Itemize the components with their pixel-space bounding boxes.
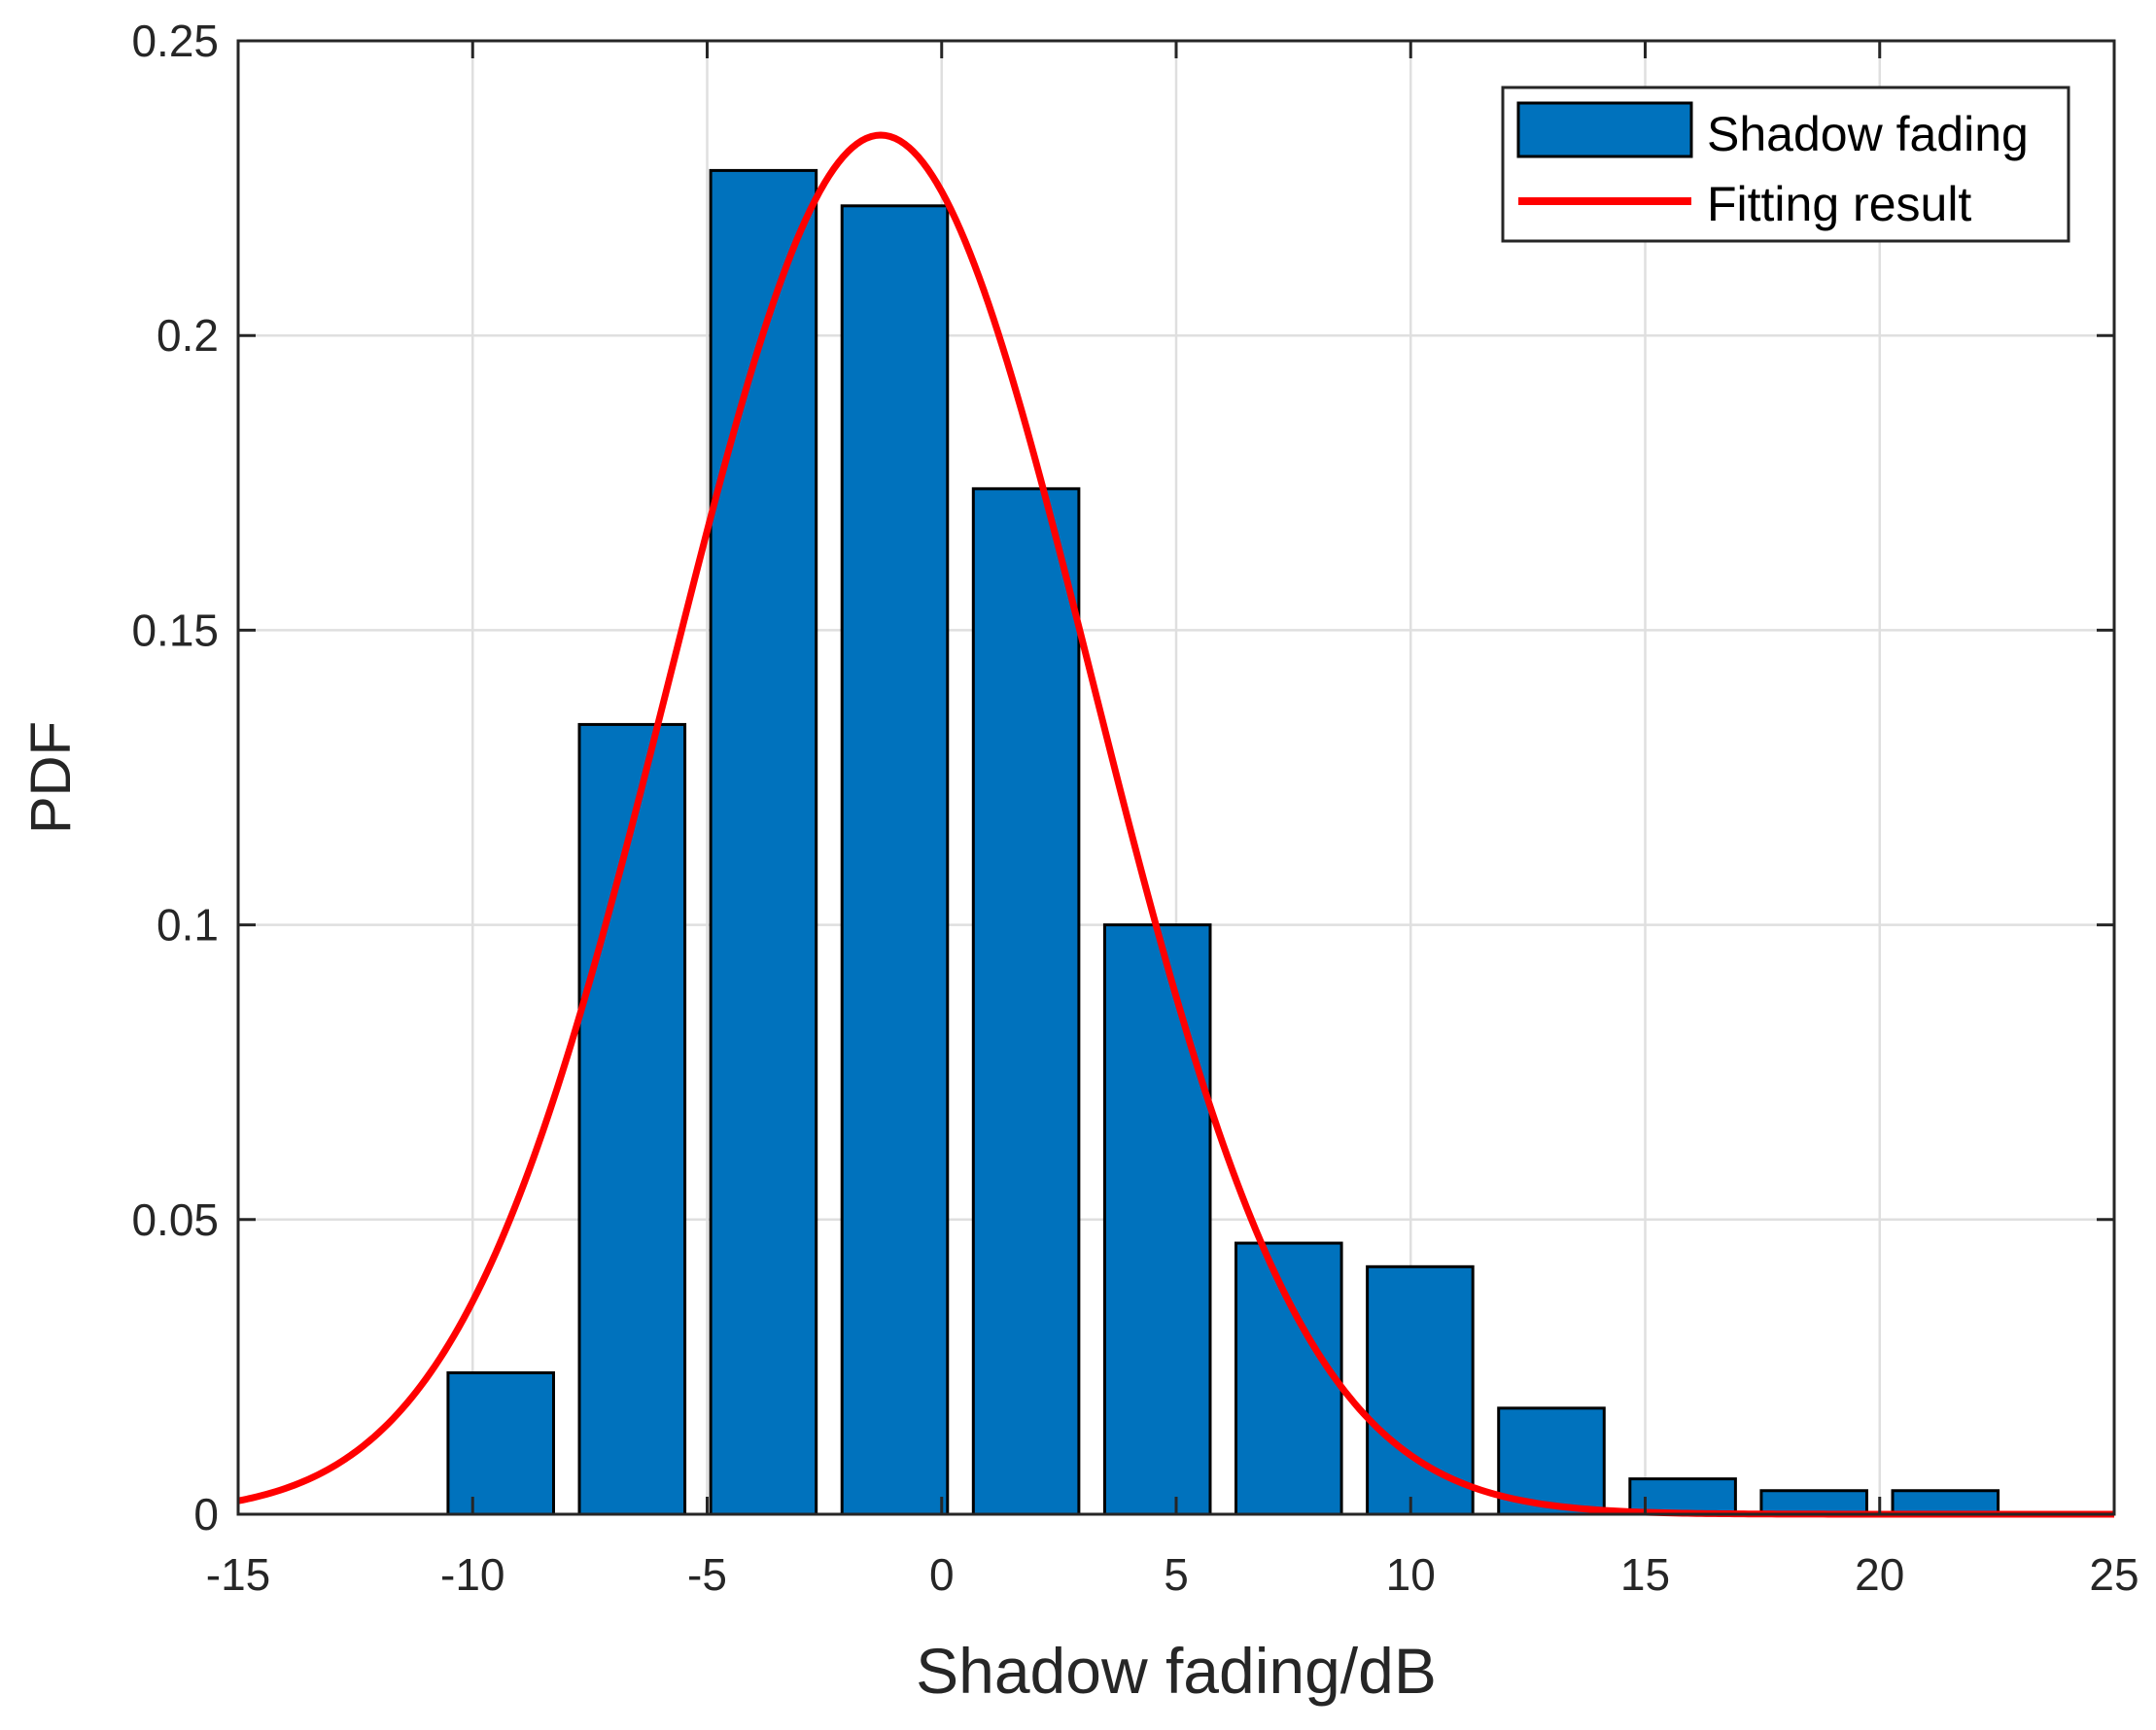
y-tick-label: 0 (193, 1489, 219, 1540)
bar (1234, 1241, 1343, 1516)
plot-frame (236, 39, 2116, 1516)
legend-label-shadow-fading: Shadow fading (1707, 107, 2029, 161)
legend-label-fitting-result: Fitting result (1707, 177, 1971, 231)
bar (1102, 923, 1212, 1516)
y-tick-label: 0.1 (156, 900, 219, 951)
x-tick-labels: -15 -10 -5 0 5 10 15 20 25 (206, 1549, 2139, 1600)
x-tick-label: -15 (206, 1549, 270, 1600)
x-tick-label: 0 (929, 1549, 955, 1600)
y-tick-label: 0.15 (131, 605, 219, 655)
legend-swatch-shadow-fading (1516, 101, 1693, 158)
y-axis-label: PDF (19, 721, 83, 834)
y-tick-label: 0.25 (131, 16, 219, 66)
bar (709, 168, 818, 1516)
legend: Shadow fading Fitting result (1501, 86, 2070, 243)
bar-series (446, 168, 2000, 1516)
bar (1366, 1264, 1475, 1516)
bar (971, 487, 1081, 1516)
y-tick-labels: 0 0.05 0.1 0.15 0.2 0.25 (131, 16, 219, 1540)
y-tick-label: 0.05 (131, 1194, 219, 1245)
x-tick-label: 25 (2089, 1549, 2139, 1600)
bar (1891, 1489, 2000, 1516)
x-axis-label: Shadow fading/dB (916, 1635, 1437, 1707)
x-tick-label: 5 (1164, 1549, 1189, 1600)
x-tick-label: -5 (687, 1549, 727, 1600)
bar (577, 722, 687, 1516)
x-tick-label: 10 (1386, 1549, 1436, 1600)
x-tick-label: 20 (1855, 1549, 1904, 1600)
x-tick-label: 15 (1620, 1549, 1670, 1600)
y-tick-label: 0.2 (156, 310, 219, 361)
bar (840, 204, 950, 1516)
x-tick-label: -10 (440, 1549, 504, 1600)
bar (446, 1370, 555, 1516)
